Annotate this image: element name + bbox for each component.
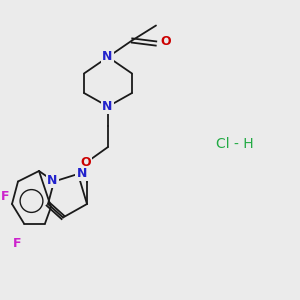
Text: F: F: [1, 190, 9, 203]
Text: N: N: [76, 167, 87, 180]
Text: N: N: [102, 100, 112, 113]
Text: N: N: [47, 174, 58, 188]
Text: Cl - H: Cl - H: [216, 137, 254, 151]
Text: N: N: [102, 50, 112, 64]
Text: O: O: [160, 35, 171, 48]
Text: F: F: [13, 237, 22, 250]
Text: O: O: [81, 155, 92, 169]
